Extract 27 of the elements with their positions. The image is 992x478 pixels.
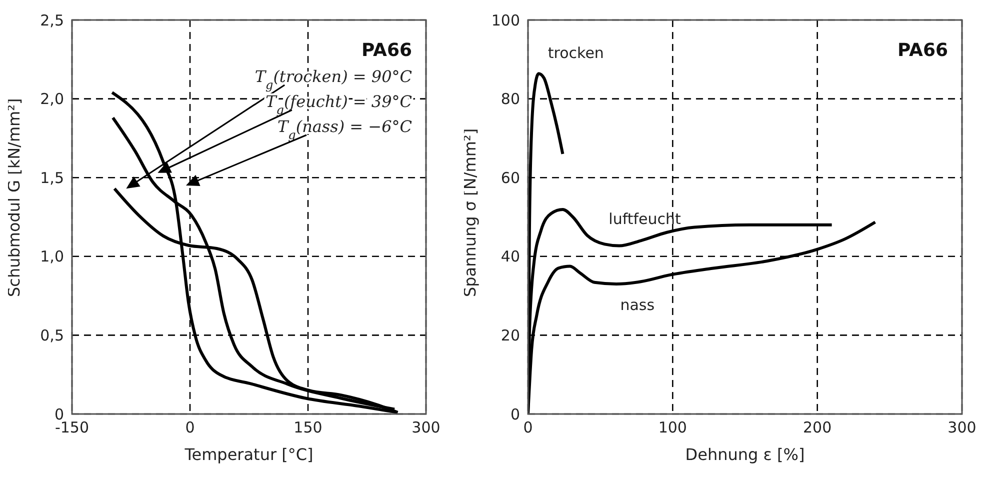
y-tick-label: 0 [510,405,520,424]
x-tick-label: 300 [948,418,976,437]
y-tick-label: 60 [500,168,520,187]
y-tick-label: 40 [500,248,520,266]
series-label: nass [620,296,655,314]
x-tick-label: 300 [412,418,440,437]
annotation: T$_{g}$(trocken) = 90°C [254,67,412,92]
y-tick-label: 1,5 [40,168,64,187]
y-tick-label: 20 [500,326,520,345]
x-tick-label: 150 [294,418,322,437]
y-tick-label: 80 [500,90,520,108]
y-tick-label: 100 [491,11,520,30]
series-label: trocken [548,44,604,62]
y-tick-label: 2,5 [40,11,64,30]
x-tick-label: 100 [658,418,687,437]
x-axis-title: Temperatur [°C] [184,445,314,464]
series-label: luftfeucht [608,210,682,228]
x-tick-label: 0 [185,418,195,437]
annotation: PA66 [897,40,948,61]
x-axis-title: Dehnung ε [%] [685,445,805,464]
x-tick-label: -150 [54,418,90,437]
y-tick-label: 1,0 [40,248,64,266]
x-tick-label: 0 [523,418,533,437]
y-tick-label: 2,0 [40,90,64,108]
annotation: PA66 [361,40,412,61]
x-tick-label: 200 [803,418,832,437]
y-tick-label: 0,5 [40,326,64,345]
